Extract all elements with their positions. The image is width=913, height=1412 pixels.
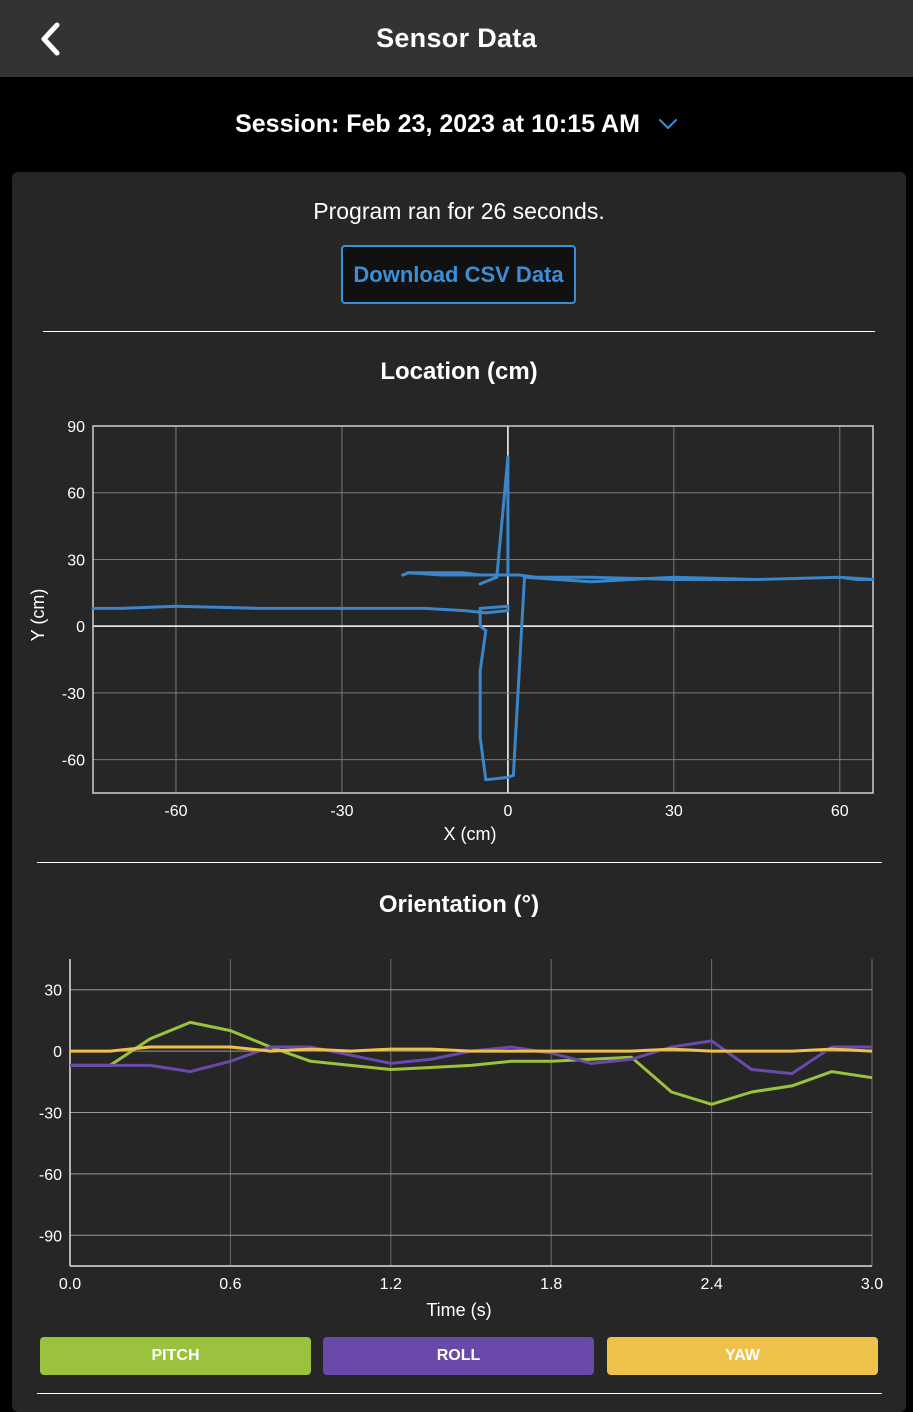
location-point — [462, 571, 466, 575]
x-tick-label: 0.0 — [59, 1276, 81, 1293]
y-tick-label: 60 — [67, 486, 85, 503]
location-point — [423, 606, 427, 610]
location-point — [506, 524, 510, 528]
y-tick-label: -30 — [39, 1106, 62, 1123]
session-label: Session: Feb 23, 2023 at 10:15 AM — [235, 109, 640, 138]
y-tick-label: -30 — [62, 686, 85, 703]
location-point — [478, 735, 482, 739]
series-line-yaw — [70, 1045, 873, 1053]
x-tick-label: 2.4 — [700, 1276, 722, 1293]
location-point — [462, 573, 466, 577]
location-point — [871, 577, 875, 581]
location-point — [484, 629, 488, 633]
legend-button-pitch[interactable]: PITCH — [40, 1337, 311, 1375]
location-point — [589, 580, 593, 584]
location-point — [511, 773, 515, 777]
location-point — [755, 577, 759, 581]
location-point — [506, 569, 510, 573]
y-tick-label: 90 — [67, 419, 85, 436]
y-axis-label: Y (cm) — [28, 589, 48, 642]
runtime-text: Program ran for 26 seconds. — [313, 198, 605, 224]
top-bar: Sensor Data — [0, 0, 913, 77]
series-line-pitch — [70, 1020, 873, 1106]
location-point — [484, 611, 488, 615]
location-point — [589, 575, 593, 579]
location-chart-title: Location (cm) — [380, 358, 538, 385]
x-tick-label: 0.6 — [219, 1276, 241, 1293]
location-point — [517, 573, 521, 577]
x-tick-label: 60 — [831, 803, 849, 820]
chevron-down-icon — [658, 119, 677, 129]
y-tick-label: 30 — [44, 983, 62, 1000]
x-tick-label: 1.8 — [540, 1276, 562, 1293]
location-point — [522, 575, 526, 579]
location-point — [672, 577, 676, 581]
location-point — [478, 624, 482, 628]
y-tick-label: 0 — [53, 1044, 62, 1061]
x-axis-label: Time (s) — [426, 1300, 491, 1320]
location-point — [495, 575, 499, 579]
location-point — [119, 606, 123, 610]
location-point — [401, 573, 405, 577]
location-point — [257, 606, 261, 610]
legend-button-roll[interactable]: ROLL — [323, 1337, 594, 1375]
page-title: Sensor Data — [376, 23, 537, 53]
y-tick-label: -90 — [39, 1228, 62, 1245]
orientation-chart: 0.0 0.6 1.2 1.8 2.4 3.0 30 0 -30 -60 -90 Time (s) — [39, 959, 883, 1320]
x-tick-label: -30 — [330, 803, 353, 820]
x-tick-label: 30 — [665, 803, 683, 820]
location-point — [484, 778, 488, 782]
divider — [43, 331, 875, 332]
x-tick-label: 0 — [503, 803, 512, 820]
y-tick-label: -60 — [62, 753, 85, 770]
location-point — [506, 604, 510, 608]
session-selector[interactable]: Session: Feb 23, 2023 at 10:15 AM — [0, 100, 913, 148]
y-tick-label: 30 — [67, 552, 85, 569]
location-path-line — [91, 455, 875, 782]
divider — [37, 1393, 882, 1394]
location-point — [854, 577, 858, 581]
location-point — [462, 609, 466, 613]
location-point — [174, 604, 178, 608]
x-tick-label: -60 — [164, 803, 187, 820]
back-button[interactable] — [30, 18, 70, 60]
location-chart: -60 -30 0 30 60 90 60 30 0 -30 -60 X (cm) Y (cm) — [28, 419, 875, 844]
location-point — [478, 669, 482, 673]
divider — [37, 862, 882, 863]
location-point — [672, 575, 676, 579]
location-point — [506, 775, 510, 779]
y-tick-label: -60 — [39, 1167, 62, 1184]
x-tick-label: 3.0 — [861, 1276, 883, 1293]
location-point — [506, 455, 510, 459]
location-point — [340, 606, 344, 610]
location-point — [478, 573, 482, 577]
location-point — [440, 573, 444, 577]
location-point — [91, 606, 95, 610]
orientation-chart-title: Orientation (°) — [378, 891, 540, 918]
x-axis-label: X (cm) — [444, 824, 497, 844]
x-tick-label: 1.2 — [380, 1276, 402, 1293]
legend-button-yaw[interactable]: YAW — [607, 1337, 878, 1375]
location-point — [506, 573, 510, 577]
y-tick-label: 0 — [76, 619, 85, 636]
location-point — [478, 582, 482, 586]
location-point — [534, 575, 538, 579]
location-point — [406, 571, 410, 575]
download-csv-button[interactable]: Download CSV Data — [341, 245, 576, 304]
location-point — [838, 575, 842, 579]
location-point — [478, 606, 482, 610]
chevron-left-icon — [41, 22, 60, 56]
location-point — [478, 613, 482, 617]
location-point — [506, 609, 510, 613]
